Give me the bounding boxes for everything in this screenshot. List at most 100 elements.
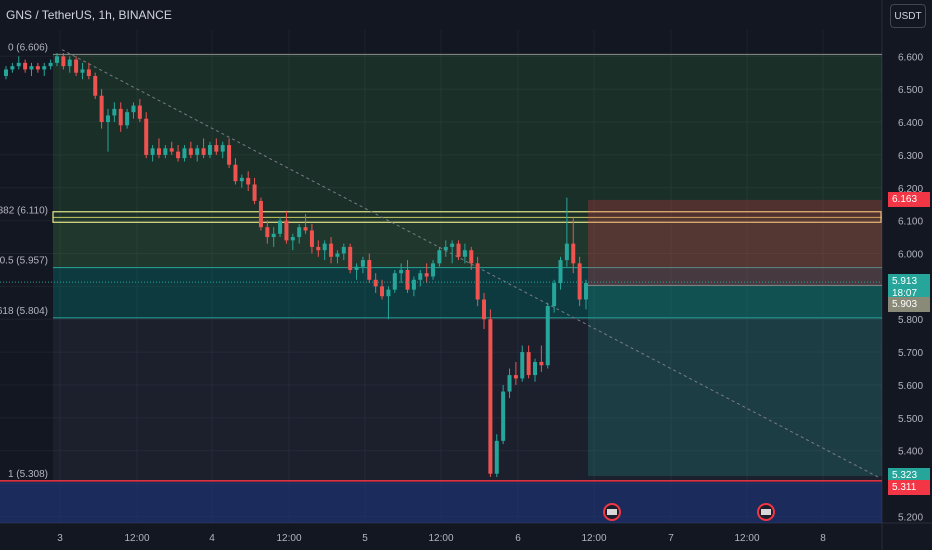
candle-body (431, 263, 436, 277)
candle-body (54, 56, 59, 63)
candle-body (494, 440, 499, 474)
symbol-title[interactable]: GNS / TetherUS, 1h, BINANCE (6, 8, 172, 22)
candle-body (462, 250, 467, 257)
candle-body (118, 108, 123, 126)
candle-body (411, 279, 416, 290)
candle-body (386, 289, 391, 297)
candle-body (188, 148, 193, 155)
candle-body (469, 250, 474, 264)
candle-body (150, 148, 155, 155)
candle-body (156, 148, 161, 155)
candle-body (86, 69, 91, 77)
x-tick-label: 12:00 (276, 533, 301, 544)
fib-label: 1 (5.308) (8, 469, 48, 480)
candle-body (552, 283, 557, 307)
y-tick-label: 5.400 (898, 447, 923, 458)
candle-body (105, 115, 110, 123)
candle-body (418, 273, 423, 280)
price-tag: 6.163 (888, 191, 930, 207)
candle-body (380, 286, 385, 297)
y-tick-label: 6.100 (898, 217, 923, 228)
x-tick-label: 12:00 (581, 533, 606, 544)
candle-body (539, 361, 544, 366)
candle-body (335, 253, 340, 257)
x-tick-label: 3 (57, 533, 63, 544)
price-tag: 5.913 (888, 274, 930, 290)
candle-body (501, 391, 506, 441)
candle-body (169, 148, 174, 152)
y-tick-label: 5.800 (898, 315, 923, 326)
price-tag: 5.903 (888, 297, 930, 313)
candle-body (545, 306, 550, 366)
fib-label: 0.618 (5.804) (0, 306, 48, 317)
candle-body (424, 273, 429, 277)
candle-body (214, 145, 219, 152)
candle-body (220, 145, 225, 152)
fib-zone-0-0382 (53, 54, 882, 218)
y-tick-label: 6.500 (898, 85, 923, 96)
x-tick-label: 12:00 (124, 533, 149, 544)
y-tick-label: 5.500 (898, 414, 923, 425)
candle-body (61, 56, 66, 67)
candle-body (558, 260, 563, 284)
currency-button[interactable]: USDT (890, 4, 926, 28)
candle-body (507, 375, 512, 392)
candle-body (348, 246, 353, 270)
x-tick-label: 7 (668, 533, 674, 544)
candle-body (437, 250, 442, 264)
y-tick-label: 6.000 (898, 249, 923, 260)
candle-body (265, 227, 270, 238)
candle-body (341, 246, 346, 254)
candle-body (112, 108, 117, 116)
flag-stripe (761, 509, 771, 515)
candle-body (252, 184, 257, 201)
position-target-zone (588, 285, 882, 477)
position-stop-zone (588, 199, 882, 286)
candle-body (456, 243, 461, 257)
candle-body (405, 269, 410, 290)
candle-body (488, 319, 493, 474)
y-tick-label: 5.600 (898, 381, 923, 392)
y-tick-label: 6.200 (898, 184, 923, 195)
fib-zone-05-0618 (53, 267, 882, 318)
candle-body (195, 148, 200, 155)
candle-body (513, 375, 518, 379)
candle-body (29, 66, 34, 70)
candle-body (176, 151, 181, 159)
candle-body (201, 148, 206, 155)
candle-body (125, 112, 130, 126)
candle-body (309, 230, 314, 247)
candle-body (316, 246, 321, 251)
candle-body (137, 105, 142, 119)
candle-body (74, 59, 79, 73)
x-tick-label: 5 (362, 533, 368, 544)
candle-body (144, 118, 149, 155)
x-tick-label: 6 (515, 533, 521, 544)
candle-body (533, 361, 538, 376)
candle-body (207, 145, 212, 155)
candle-body (571, 243, 576, 264)
candle-body (163, 148, 168, 155)
candle-body (303, 227, 308, 231)
candle-body (577, 263, 582, 300)
y-tick-label: 6.300 (898, 151, 923, 162)
x-tick-label: 12:00 (734, 533, 759, 544)
price-tag: 5.323 (888, 468, 930, 483)
candle-body (99, 95, 104, 123)
below-level-zone (0, 481, 882, 523)
candle-body (392, 273, 397, 290)
candle-body (373, 279, 378, 287)
candle-body (354, 266, 359, 270)
candle-body (4, 69, 8, 77)
candle-body (16, 62, 21, 67)
candle-body (297, 227, 302, 238)
fib-label: 0.382 (6.110) (0, 205, 48, 216)
y-tick-label: 5.200 (898, 512, 923, 523)
candle-body (399, 269, 404, 274)
candle-body (131, 105, 136, 113)
candle-body (482, 299, 487, 320)
candle-body (278, 220, 283, 234)
candle-body (450, 243, 455, 247)
fib-label: 0 (6.606) (8, 42, 48, 53)
